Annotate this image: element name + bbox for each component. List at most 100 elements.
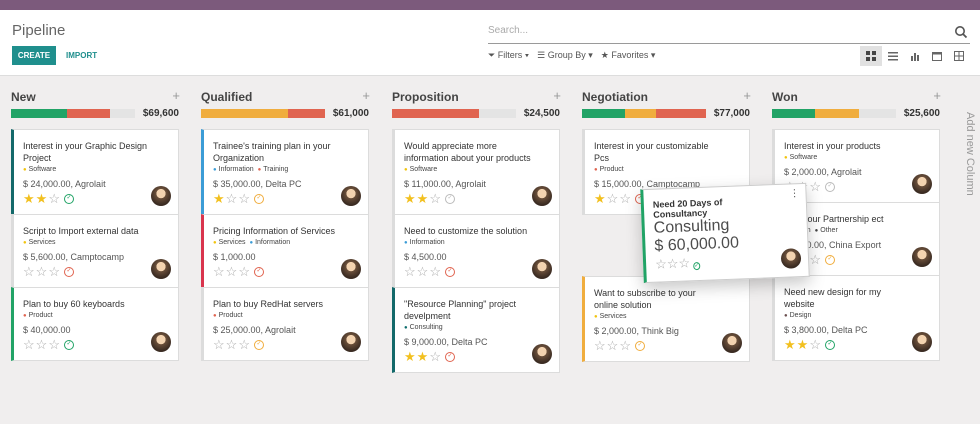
groupby-dropdown[interactable]: ☰ Group By ▾ bbox=[537, 50, 593, 60]
star-icon[interactable]: ★ bbox=[796, 337, 809, 352]
progress-segment[interactable] bbox=[772, 109, 816, 118]
activity-icon[interactable]: ✓ bbox=[253, 340, 264, 350]
star-icon[interactable]: ☆ bbox=[606, 338, 619, 353]
activity-icon[interactable]: ✓ bbox=[253, 194, 264, 204]
star-icon[interactable]: ☆ bbox=[48, 264, 60, 279]
activity-icon[interactable]: ✓ bbox=[634, 341, 645, 351]
kanban-card[interactable]: Would appreciate more information about … bbox=[392, 129, 560, 215]
search-icon[interactable] bbox=[954, 25, 968, 39]
progress-segment[interactable] bbox=[582, 109, 626, 118]
star-icon[interactable]: ★ bbox=[404, 191, 416, 206]
star-icon[interactable]: ☆ bbox=[225, 191, 238, 206]
favorites-dropdown[interactable]: ★ Favorites ▾ bbox=[600, 50, 656, 60]
star-icon[interactable]: ★ bbox=[213, 191, 225, 206]
add-new-column[interactable]: Add new Column bbox=[964, 112, 976, 196]
dragged-card[interactable]: ⋮ Need 20 Days of Consultancy Consulting $ … bbox=[640, 182, 810, 284]
kanban-view-button[interactable] bbox=[860, 46, 882, 66]
star-icon[interactable]: ☆ bbox=[23, 337, 35, 352]
star-icon[interactable]: ★ bbox=[784, 337, 796, 352]
star-icon[interactable]: ☆ bbox=[213, 337, 225, 352]
add-card-icon[interactable]: + bbox=[362, 88, 370, 103]
star-icon[interactable]: ☆ bbox=[678, 255, 691, 271]
kanban-card[interactable]: Script to Import external data Services $ … bbox=[11, 214, 179, 288]
star-icon[interactable]: ☆ bbox=[35, 337, 48, 352]
star-icon[interactable]: ☆ bbox=[619, 338, 631, 353]
progress-segment[interactable] bbox=[815, 109, 859, 118]
star-icon[interactable]: ☆ bbox=[809, 179, 821, 194]
activity-icon[interactable]: ✓ bbox=[824, 182, 835, 192]
activity-icon[interactable]: ✓ bbox=[444, 194, 455, 204]
kanban-card[interactable]: Interest in your Graphic Design Project S… bbox=[11, 129, 179, 215]
activity-icon[interactable]: ✓ bbox=[63, 194, 74, 204]
star-icon[interactable]: ★ bbox=[416, 349, 429, 364]
star-icon[interactable]: ☆ bbox=[429, 191, 441, 206]
star-icon[interactable]: ☆ bbox=[666, 255, 679, 272]
progress-segment[interactable] bbox=[201, 109, 288, 118]
progress-segment[interactable] bbox=[656, 109, 706, 118]
kanban-card[interactable]: Need new design for my website Design $ 3,… bbox=[772, 275, 940, 361]
star-icon[interactable]: ☆ bbox=[213, 264, 225, 279]
star-icon[interactable]: ☆ bbox=[809, 337, 821, 352]
kanban-card[interactable]: Plan to buy RedHat servers Product $ 25,00… bbox=[201, 287, 369, 361]
star-icon[interactable]: ☆ bbox=[238, 264, 250, 279]
star-icon[interactable]: ☆ bbox=[416, 264, 429, 279]
star-icon[interactable]: ☆ bbox=[429, 264, 441, 279]
kanban-card[interactable]: Need to customize the solution Informatio… bbox=[392, 214, 560, 288]
activity-icon[interactable]: ✓ bbox=[824, 255, 835, 265]
search-placeholder[interactable]: Search... bbox=[488, 25, 529, 36]
progress-bar[interactable] bbox=[11, 109, 135, 118]
star-icon[interactable]: ☆ bbox=[404, 264, 416, 279]
progress-segment[interactable] bbox=[287, 109, 325, 118]
star-icon[interactable]: ☆ bbox=[35, 264, 48, 279]
import-button[interactable]: IMPORT bbox=[66, 51, 98, 60]
table-view-button[interactable] bbox=[948, 46, 970, 66]
kanban-card[interactable]: Trainee's training plan in your Organiza… bbox=[201, 129, 369, 215]
graph-view-button[interactable] bbox=[904, 46, 926, 66]
progress-segment[interactable] bbox=[11, 109, 67, 118]
star-icon[interactable]: ★ bbox=[23, 191, 35, 206]
progress-segment[interactable] bbox=[392, 109, 479, 118]
kanban-card[interactable]: Pricing Information of Services ServicesI… bbox=[201, 214, 369, 288]
progress-bar[interactable] bbox=[201, 109, 325, 118]
add-card-icon[interactable]: + bbox=[172, 88, 180, 103]
filters-dropdown[interactable]: ⏷ Filters ▾ bbox=[488, 50, 530, 60]
search-box[interactable]: Search... bbox=[488, 22, 970, 44]
progress-segment[interactable] bbox=[625, 109, 657, 118]
kanban-card[interactable]: Want to subscribe to your online solutio… bbox=[582, 276, 750, 362]
star-icon[interactable]: ☆ bbox=[606, 191, 619, 206]
star-icon[interactable]: ☆ bbox=[48, 191, 60, 206]
star-icon[interactable]: ☆ bbox=[225, 264, 238, 279]
star-icon[interactable]: ☆ bbox=[238, 337, 250, 352]
kanban-card[interactable]: Plan to buy 60 keyboards Product $ 40,000.… bbox=[11, 287, 179, 361]
star-icon[interactable]: ☆ bbox=[654, 256, 668, 272]
kebab-menu-icon[interactable]: ⋮ bbox=[789, 188, 800, 200]
star-icon[interactable]: ☆ bbox=[429, 349, 441, 364]
star-icon[interactable]: ★ bbox=[35, 191, 48, 206]
star-icon[interactable]: ★ bbox=[594, 191, 606, 206]
kanban-card[interactable]: Interest in your products Software $ 2,000… bbox=[772, 129, 940, 203]
add-card-icon[interactable]: + bbox=[743, 88, 751, 103]
add-card-icon[interactable]: + bbox=[553, 88, 561, 103]
progress-bar[interactable] bbox=[582, 109, 706, 118]
star-icon[interactable]: ★ bbox=[404, 349, 416, 364]
star-icon[interactable]: ☆ bbox=[619, 191, 631, 206]
activity-icon[interactable]: ✓ bbox=[824, 340, 835, 350]
activity-icon[interactable]: ✓ bbox=[693, 261, 701, 271]
list-view-button[interactable] bbox=[882, 46, 904, 66]
star-icon[interactable]: ☆ bbox=[809, 252, 821, 267]
star-icon[interactable]: ☆ bbox=[238, 191, 250, 206]
add-card-icon[interactable]: + bbox=[933, 88, 941, 103]
calendar-view-button[interactable] bbox=[926, 46, 948, 66]
progress-bar[interactable] bbox=[772, 109, 896, 118]
star-icon[interactable]: ☆ bbox=[594, 338, 606, 353]
activity-icon[interactable]: ✓ bbox=[444, 352, 455, 362]
star-icon[interactable]: ☆ bbox=[225, 337, 238, 352]
star-icon[interactable]: ☆ bbox=[23, 264, 35, 279]
create-button[interactable]: CREATE bbox=[12, 46, 56, 65]
activity-icon[interactable]: ✓ bbox=[63, 267, 74, 277]
kanban-card[interactable]: "Resource Planning" project develpment Co… bbox=[392, 287, 560, 373]
progress-segment[interactable] bbox=[66, 109, 111, 118]
activity-icon[interactable]: ✓ bbox=[63, 340, 74, 350]
activity-icon[interactable]: ✓ bbox=[444, 267, 455, 277]
activity-icon[interactable]: ✓ bbox=[253, 267, 264, 277]
